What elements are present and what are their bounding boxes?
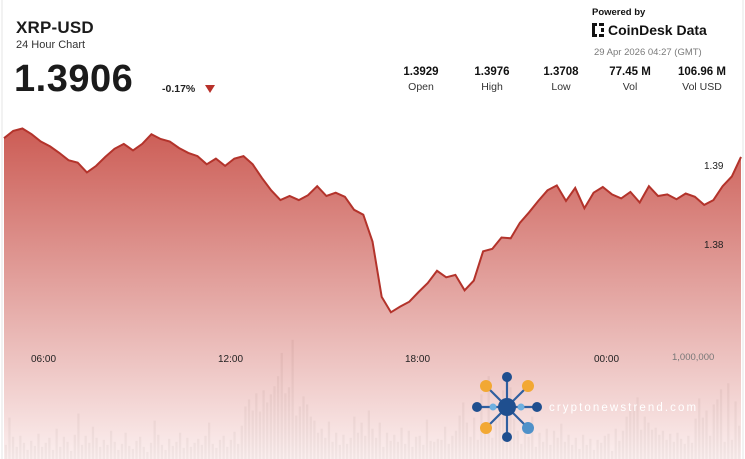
stat-label: High (481, 81, 503, 93)
powered-by-label: Powered by (592, 7, 646, 18)
stat-value: 1.3976 (474, 66, 510, 78)
brand-logo[interactable]: CoinDesk Data (592, 22, 707, 38)
stat-label: Low (551, 81, 571, 93)
stat-label: Open (408, 81, 434, 93)
timestamp: 29 Apr 2026 04:27 (GMT) (594, 47, 702, 58)
x-tick-label: 00:00 (594, 354, 620, 365)
stat-high: 1.3976 High (457, 66, 527, 93)
stat-value: 1.3708 (543, 66, 579, 78)
brand-name: CoinDesk Data (608, 22, 707, 38)
x-tick-label: 12:00 (218, 354, 244, 365)
y-tick-label: 1.39 (704, 161, 724, 172)
stat-label: Vol USD (682, 81, 722, 93)
y-tick-label: 1.38 (704, 240, 724, 251)
coindesk-logo-icon (592, 23, 604, 37)
price-area (4, 128, 741, 459)
x-tick-label: 18:00 (405, 354, 431, 365)
stat-open: 1.3929 Open (386, 66, 456, 93)
stat-value: 1.3929 (403, 66, 439, 78)
stat-label: Vol (622, 81, 638, 93)
price-line (3, 127, 742, 314)
network-nodes-logo-icon (472, 372, 542, 442)
stat-value: 77.45 M (609, 66, 651, 78)
x-tick-label: 06:00 (31, 354, 57, 365)
current-price: 1.3906 (14, 58, 134, 100)
stat-low: 1.3708 Low (526, 66, 596, 93)
stat-vol: 77.45 M Vol (595, 66, 665, 93)
stat-vol-usd: 106.96 M Vol USD (667, 66, 737, 93)
price-change: -0.17% (162, 83, 196, 95)
down-arrow-icon (205, 85, 215, 93)
stat-value: 106.96 M (678, 66, 726, 78)
chart-subtitle: 24 Hour Chart (16, 39, 86, 51)
watermark-text: cryptonewstrend.com (549, 402, 699, 414)
pair-title: XRP-USD (16, 18, 94, 37)
volume-tick-label: 1,000,000 (672, 352, 715, 363)
